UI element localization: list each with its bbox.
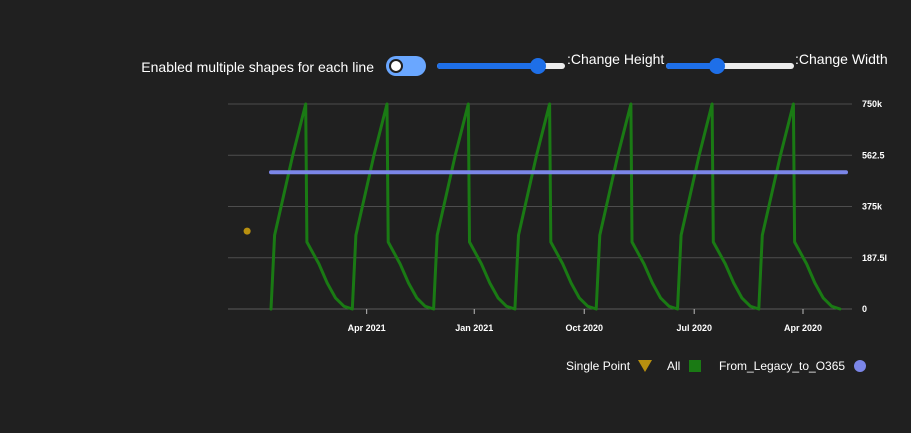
circle-icon — [854, 359, 867, 372]
legend: Single Point All From_Legacy_to_O365 — [0, 358, 911, 380]
x-tick-label: Apr 2020 — [784, 323, 822, 333]
legend-label: All — [667, 358, 681, 373]
height-slider-thumb[interactable] — [530, 58, 546, 74]
x-axis — [228, 308, 852, 314]
x-tick-label: Jul 2020 — [676, 323, 712, 333]
y-tick-labels: 0 187.5l 375k 562.5 750k — [862, 99, 887, 314]
legend-item[interactable]: Single Point — [566, 358, 653, 373]
y-tick-label: 750k — [862, 99, 883, 109]
width-slider-thumb[interactable] — [709, 58, 725, 74]
legend-item[interactable]: From_Legacy_to_O365 — [719, 358, 867, 373]
x-tick-label: Jan 2021 — [455, 323, 493, 333]
series-layer — [243, 102, 848, 311]
square-icon — [689, 359, 702, 372]
y-tick-label: 0 — [862, 304, 867, 314]
width-slider-fill — [666, 63, 717, 69]
change-height-label: :Change Height — [567, 51, 665, 67]
chart-controls: Enabled multiple shapes for each line :C… — [0, 0, 911, 90]
multiple-shapes-toggle-label: Enabled multiple shapes for each line — [141, 59, 374, 75]
toggle-knob — [389, 59, 403, 73]
x-tick-label: Oct 2020 — [565, 323, 603, 333]
grid-lines — [228, 103, 852, 310]
single-point-marker — [243, 227, 251, 235]
change-height-slider[interactable] — [437, 56, 565, 76]
x-tick-label: Apr 2021 — [348, 323, 386, 333]
triangle-down-icon — [638, 359, 653, 372]
multiple-shapes-toggle[interactable] — [386, 56, 426, 76]
change-width-label: :Change Width — [795, 51, 888, 67]
width-slider-track — [666, 63, 794, 69]
change-width-slider[interactable] — [666, 56, 794, 76]
height-slider-fill — [437, 63, 538, 69]
x-tick-labels: Apr 2021 Jan 2021 Oct 2020 Jul 2020 Apr 2020 — [348, 323, 822, 333]
series-line-all — [269, 102, 842, 311]
y-tick-label: 187.5l — [862, 253, 887, 263]
legend-label: Single Point — [566, 358, 631, 373]
y-tick-label: 562.5 — [862, 150, 885, 160]
legend-item[interactable]: All — [667, 358, 702, 373]
legend-label: From_Legacy_to_O365 — [719, 358, 846, 373]
y-tick-label: 375k — [862, 202, 883, 212]
